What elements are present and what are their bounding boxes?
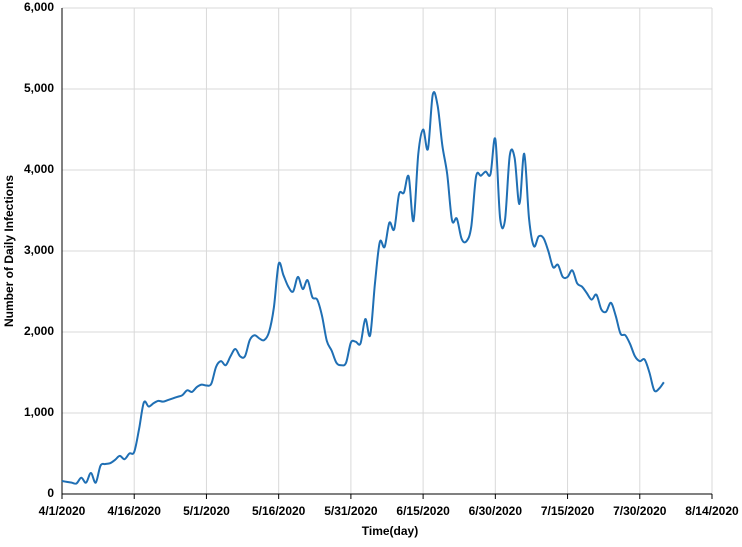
x-tick-label: 5/1/2020	[183, 504, 230, 518]
x-tick-label: 7/15/2020	[541, 504, 595, 518]
y-tick-label: 5,000	[24, 81, 54, 95]
x-tick-label: 6/15/2020	[396, 504, 450, 518]
y-tick-label: 3,000	[24, 243, 54, 257]
x-axis-label: Time(day)	[362, 524, 418, 538]
x-tick-label: 8/14/2020	[685, 504, 739, 518]
y-axis-label: Number of Daily Infections	[2, 175, 16, 327]
x-tick-label: 7/30/2020	[613, 504, 667, 518]
y-tick-label: 1,000	[24, 405, 54, 419]
x-tick-label: 5/31/2020	[324, 504, 378, 518]
y-tick-label: 4,000	[24, 162, 54, 176]
y-tick-label: 2,000	[24, 324, 54, 338]
x-tick-label: 5/16/2020	[252, 504, 306, 518]
y-tick-label: 0	[47, 486, 54, 500]
line-series	[61, 91, 665, 485]
y-tick-label: 6,000	[24, 0, 54, 14]
x-tick-label: 4/16/2020	[108, 504, 162, 518]
x-tick-label: 6/30/2020	[469, 504, 523, 518]
x-tick-label: 4/1/2020	[39, 504, 86, 518]
